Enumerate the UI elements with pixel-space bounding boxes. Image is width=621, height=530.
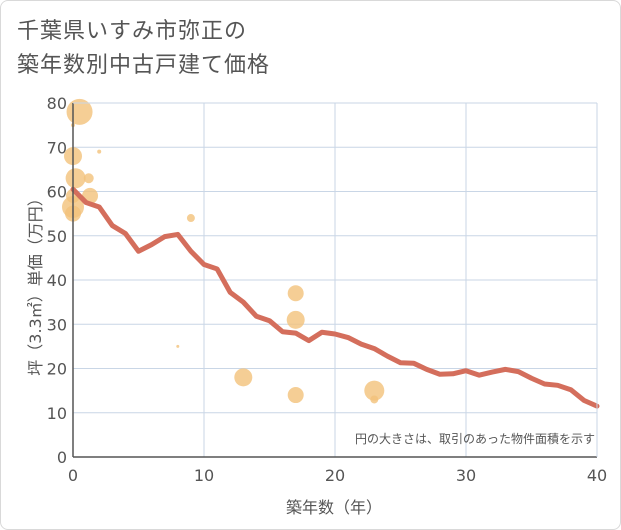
- data-bubble: [287, 285, 304, 302]
- y-axis-title: 坪（3.3㎡）単価（万円）: [26, 190, 45, 375]
- data-bubble: [83, 173, 94, 184]
- y-tick-label: 0: [57, 448, 67, 467]
- transaction-bubbles: [62, 98, 385, 404]
- y-tick-label: 20: [47, 360, 67, 379]
- data-bubble: [97, 149, 102, 154]
- y-tick-label: 80: [47, 94, 67, 113]
- y-tick-label: 30: [47, 315, 67, 334]
- y-tick-labels: 0 10 20 30 40 50 60 70 80: [47, 94, 67, 467]
- x-tick-label: 10: [194, 466, 214, 485]
- y-tick-label: 40: [47, 271, 67, 290]
- grid-lines: [73, 102, 598, 457]
- bubble-size-note: 円の大きさは、取引のあった物件面積を示す: [355, 431, 595, 446]
- data-bubble: [370, 395, 379, 404]
- data-bubble: [286, 310, 305, 329]
- x-axis-title: 築年数（年）: [286, 498, 382, 517]
- data-bubble: [287, 387, 304, 404]
- x-tick-labels: 0 10 20 30 40: [68, 466, 607, 485]
- data-bubble: [364, 380, 385, 401]
- y-tick-label: 50: [47, 227, 67, 246]
- x-tick-label: 30: [456, 466, 476, 485]
- data-bubble: [176, 344, 180, 348]
- x-tick-label: 0: [68, 466, 78, 485]
- y-tick-label: 10: [47, 404, 67, 423]
- x-tick-label: 40: [587, 466, 607, 485]
- data-bubble: [65, 168, 86, 189]
- data-bubble: [234, 368, 253, 387]
- y-tick-label: 60: [47, 183, 67, 202]
- chart-title-line-1: 千葉県いすみ市弥正の: [17, 19, 248, 44]
- axes: [72, 102, 598, 458]
- price-trend-line: [70, 186, 600, 409]
- chart-title-line-2: 築年数別中古戸建て価格: [17, 53, 271, 78]
- y-tick-label: 70: [47, 138, 67, 157]
- data-bubble: [186, 214, 195, 223]
- chart-title: 千葉県いすみ市弥正の 築年数別中古戸建て価格: [17, 15, 270, 83]
- x-tick-label: 20: [325, 466, 345, 485]
